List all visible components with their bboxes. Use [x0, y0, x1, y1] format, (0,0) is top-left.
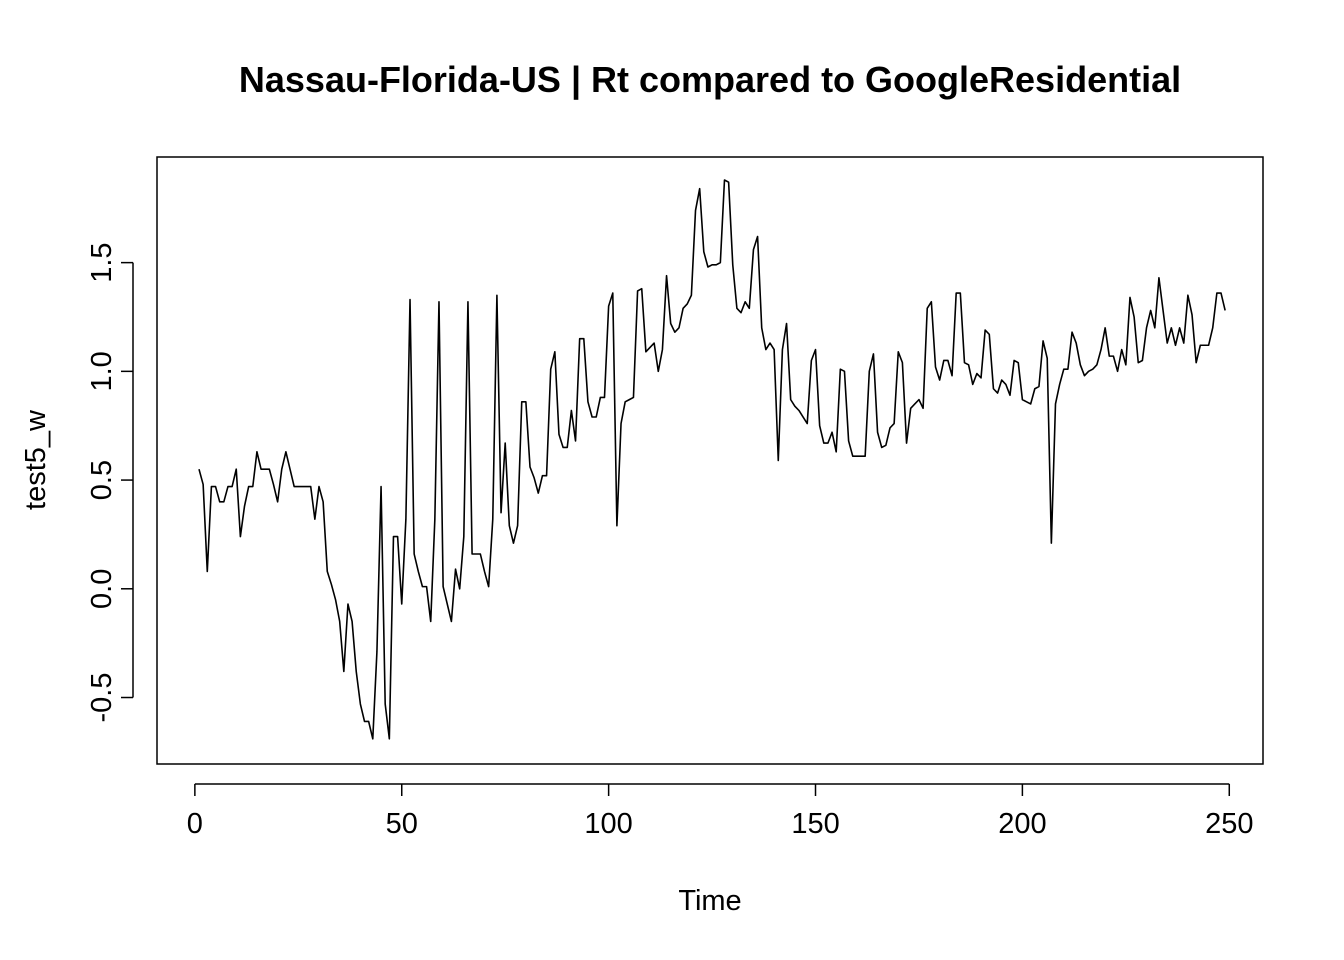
y-axis: -0.5 0.0 0.5 1.0 1.5 — [86, 242, 134, 723]
x-axis-label: Time — [678, 885, 741, 917]
x-tick-label: 200 — [998, 808, 1046, 840]
y-tick-label: -0.5 — [86, 673, 118, 723]
x-tick-label: 0 — [187, 808, 203, 840]
x-tick-label: 250 — [1205, 808, 1253, 840]
chart-title: Nassau-Florida-US | Rt compared to Googl… — [239, 59, 1181, 101]
y-tick-label: 1.0 — [86, 351, 118, 391]
x-tick-label: 150 — [791, 808, 839, 840]
y-tick-label: 0.0 — [86, 569, 118, 609]
x-axis: 0 50 100 150 200 250 — [187, 783, 1253, 840]
y-tick-label: 0.5 — [86, 460, 118, 500]
x-tick-label: 50 — [386, 808, 418, 840]
plot-frame — [156, 156, 1264, 765]
y-tick-label: 1.5 — [86, 242, 118, 282]
x-tick-label: 100 — [584, 808, 632, 840]
series-line — [198, 179, 1226, 740]
y-axis-label: test5_w — [20, 409, 52, 510]
